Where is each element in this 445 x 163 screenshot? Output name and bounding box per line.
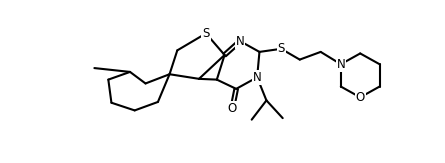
Text: S: S	[202, 27, 210, 40]
Text: N: N	[336, 58, 345, 71]
Text: N: N	[253, 71, 262, 84]
Text: O: O	[356, 91, 365, 104]
Text: S: S	[278, 42, 285, 55]
Text: O: O	[228, 102, 237, 115]
Text: N: N	[236, 35, 244, 48]
